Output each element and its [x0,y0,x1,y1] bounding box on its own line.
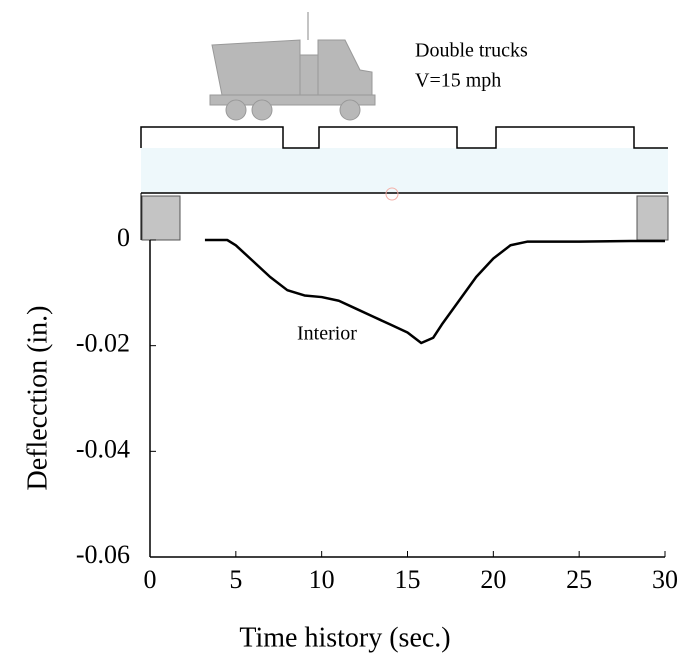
annotation: V=15 mph [415,70,501,92]
y-tick-label: -0.02 [76,329,130,358]
x-tick-label: 20 [480,565,506,594]
annotation: Double trucks [415,40,528,62]
x-tick-label: 10 [309,565,335,594]
bridge-diagram [140,126,669,241]
x-tick-label: 5 [229,565,242,594]
annotation: Interior [297,323,357,345]
x-axis-label: Time history (sec.) [239,622,450,653]
data-line [204,238,665,345]
y-tick-label: 0 [117,223,130,252]
x-tick-label: 15 [395,565,421,594]
x-tick-label: 30 [652,565,678,594]
x-tick-label: 25 [566,565,592,594]
truck-icon [209,12,376,121]
y-axis-label: Deflecction (in.) [22,305,53,490]
x-tick-label: 0 [144,565,157,594]
y-tick-label: -0.04 [76,434,130,463]
y-tick-label: -0.06 [76,540,130,569]
